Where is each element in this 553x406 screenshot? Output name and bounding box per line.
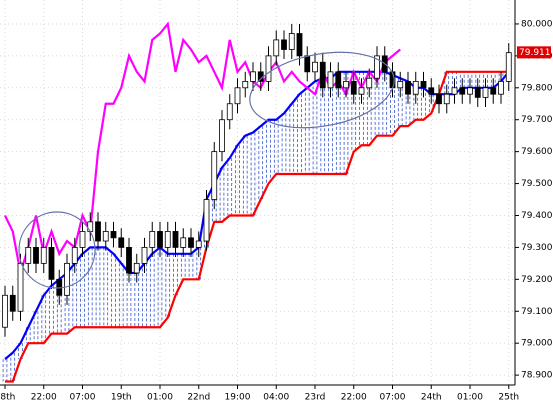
axes: 78.900 79.000 79.100 79.200 79.300 79.400 79.5… bbox=[0, 19, 553, 402]
candle-body bbox=[203, 199, 210, 242]
x-tick-label: 19th bbox=[111, 393, 132, 403]
y-tick-label: 79.300 bbox=[521, 243, 553, 253]
candle-body bbox=[343, 81, 349, 89]
x-tick-label: 24th bbox=[421, 393, 442, 403]
last-price-box bbox=[517, 46, 551, 59]
candle-body bbox=[211, 151, 218, 200]
candle-body bbox=[273, 39, 280, 57]
candle-body bbox=[102, 231, 109, 242]
candle-body bbox=[195, 240, 202, 248]
candle-body bbox=[180, 237, 187, 248]
candle-body bbox=[335, 71, 342, 89]
candle-body bbox=[48, 247, 55, 280]
candle-body bbox=[234, 87, 241, 105]
candle-body bbox=[226, 103, 233, 121]
candle-body bbox=[126, 247, 132, 274]
candle-body bbox=[71, 247, 78, 264]
candle-body bbox=[219, 119, 225, 153]
candle-body bbox=[312, 61, 318, 73]
lines bbox=[4, 21, 510, 383]
candles bbox=[2, 23, 512, 337]
candle-body bbox=[505, 52, 512, 82]
candle-body bbox=[281, 39, 287, 50]
y-tick-label: 79.500 bbox=[521, 179, 553, 189]
candle-body bbox=[17, 262, 24, 312]
candle-body bbox=[288, 33, 295, 50]
candle-body bbox=[296, 33, 303, 57]
candle-body bbox=[188, 237, 194, 248]
line bbox=[5, 70, 509, 383]
candle-body bbox=[498, 81, 504, 95]
candle-body bbox=[79, 231, 86, 248]
x-tick-label: 25th bbox=[498, 393, 519, 403]
candle-body bbox=[327, 71, 334, 89]
x-tick-label: 07:00 bbox=[380, 393, 406, 403]
candle-body bbox=[250, 71, 256, 82]
candle-body bbox=[428, 87, 435, 95]
candle-body bbox=[366, 77, 373, 89]
annotation-ellipse bbox=[18, 211, 96, 289]
candle-body bbox=[358, 87, 365, 95]
last-price-label: 79.911 bbox=[519, 48, 551, 58]
candle-body bbox=[110, 231, 117, 239]
candle-body bbox=[490, 87, 497, 95]
y-tick-label: 78.900 bbox=[521, 371, 553, 381]
candle-body bbox=[164, 231, 171, 248]
candle-body bbox=[2, 294, 8, 328]
x-tick-label: 22:00 bbox=[31, 393, 57, 403]
candle-body bbox=[25, 247, 32, 264]
candle-body bbox=[242, 81, 249, 89]
candle-body bbox=[319, 61, 326, 89]
x-tick-label: 01:00 bbox=[147, 393, 173, 403]
line bbox=[4, 70, 510, 360]
candle-body bbox=[412, 81, 419, 95]
x-tick-label: 04:00 bbox=[263, 393, 289, 403]
y-tick-label: 79.700 bbox=[521, 115, 553, 125]
candle-body bbox=[467, 87, 473, 95]
x-tick-label: 23rd bbox=[305, 393, 326, 403]
candle-body bbox=[118, 237, 125, 248]
x-tick-label: 22:00 bbox=[341, 393, 367, 403]
candle-body bbox=[420, 81, 427, 89]
candle-body bbox=[350, 81, 357, 95]
y-tick-label: 79.800 bbox=[521, 83, 553, 93]
candle-body bbox=[474, 87, 481, 98]
candle-body bbox=[33, 247, 39, 264]
candle-body bbox=[436, 93, 442, 105]
candle-body bbox=[95, 221, 101, 242]
candle-body bbox=[405, 81, 411, 95]
candle-body bbox=[397, 81, 404, 89]
x-tick-label: 18th bbox=[0, 393, 15, 403]
candle-body bbox=[9, 294, 16, 312]
x-tick-label: 19:00 bbox=[225, 393, 251, 403]
candle-body bbox=[451, 87, 458, 95]
y-tick-label: 80.000 bbox=[521, 19, 553, 29]
y-tick-label: 79.200 bbox=[521, 275, 553, 285]
line bbox=[4, 21, 401, 274]
candle-body bbox=[141, 247, 148, 264]
candle-body bbox=[443, 93, 450, 105]
y-tick-label: 79.100 bbox=[521, 307, 553, 317]
candle-body bbox=[149, 231, 156, 248]
x-tick-label: 22nd bbox=[187, 393, 210, 403]
y-tick-label: 79.400 bbox=[521, 211, 553, 221]
y-tick-label: 79.000 bbox=[521, 339, 553, 349]
candle-body bbox=[482, 87, 489, 98]
x-tick-label: 01:00 bbox=[457, 393, 483, 403]
candle-body bbox=[133, 262, 140, 274]
candle-body bbox=[374, 55, 380, 79]
candle-body bbox=[157, 231, 163, 248]
candle-body bbox=[265, 55, 272, 82]
candle-body bbox=[304, 55, 311, 73]
candle-body bbox=[40, 247, 47, 264]
candle-body bbox=[64, 262, 70, 296]
y-tick-label: 79.600 bbox=[521, 147, 553, 157]
candle-body bbox=[87, 221, 94, 232]
candle-body bbox=[459, 87, 466, 95]
annotation-ellipse bbox=[249, 51, 395, 129]
x-tick-label: 07:00 bbox=[70, 393, 96, 403]
candle-body bbox=[172, 231, 179, 248]
